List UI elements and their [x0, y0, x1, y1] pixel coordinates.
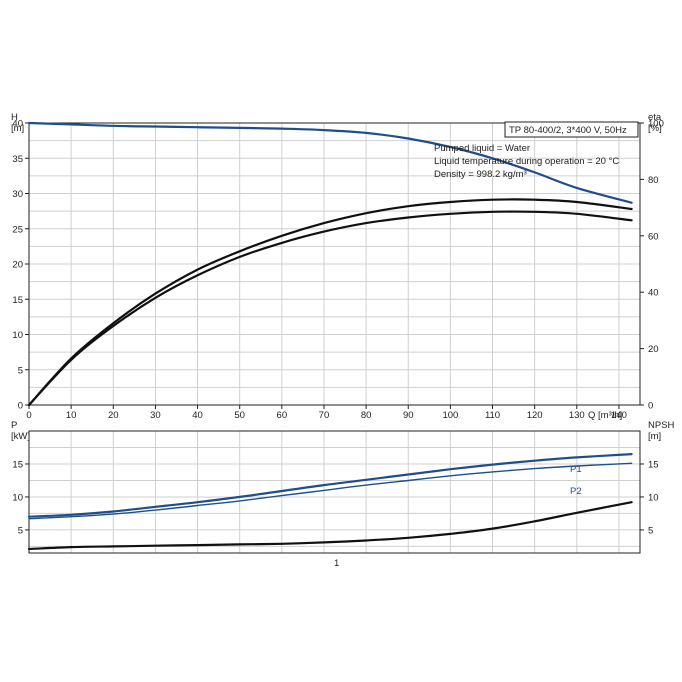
x-tick-label-5: 50 [234, 410, 245, 421]
x-tick-label-14: 140 [611, 410, 627, 421]
annotation-liquid: Pumped liquid = Water [434, 143, 530, 154]
y-left-tick-label-0-5: 25 [12, 224, 23, 235]
y-right-tick-label-0-0: 0 [648, 401, 653, 412]
y-right-title-0-0: eta [648, 112, 662, 123]
y-left-title-1-0: P [11, 420, 17, 431]
y-right-tick-label-0-5: 100 [648, 119, 664, 130]
y-right-title-0-1: [%] [648, 123, 662, 134]
x-tick-label-9: 90 [403, 410, 414, 421]
curve-1-2 [27, 501, 633, 551]
x-tick-label-10: 100 [442, 410, 458, 421]
x-tick-label-6: 60 [277, 410, 288, 421]
y-right-title-1-0: NPSH [648, 420, 675, 431]
x-tick-label-0: 0 [26, 410, 31, 421]
panel-frame-1 [28, 430, 641, 554]
y-left-title-0-1: [m] [11, 123, 24, 134]
x-tick-label-8: 80 [361, 410, 372, 421]
annotation-temperature: Liquid temperature during operation = 20… [434, 156, 619, 167]
x-tick-label-12: 120 [527, 410, 543, 421]
curve-1-0 [27, 453, 633, 518]
y-right-title-1-1: [m] [648, 431, 661, 442]
bottom-marker-label: 1 [334, 558, 339, 569]
y-left-tick-label-0-0: 0 [18, 401, 23, 412]
y-left-tick-label-0-7: 35 [12, 154, 23, 165]
y-right-tick-label-0-3: 60 [648, 231, 659, 242]
y-left-tick-label-1-0: 5 [18, 525, 23, 536]
y-right-tick-label-0-1: 20 [648, 344, 659, 355]
y-left-tick-label-0-6: 30 [12, 189, 23, 200]
x-tick-label-4: 40 [192, 410, 203, 421]
x-tick-label-13: 130 [569, 410, 585, 421]
title-box [504, 121, 639, 138]
curve-0-1 [27, 210, 633, 407]
x-tick-label-7: 70 [319, 410, 330, 421]
y-right-tick-label-0-2: 40 [648, 288, 659, 299]
y-left-title-1-1: [kW] [11, 431, 30, 442]
series-label-p1: P1 [570, 464, 582, 475]
x-tick-label-11: 110 [485, 410, 500, 421]
y-right-tick-label-1-0: 5 [648, 525, 653, 536]
curve-1-1 [28, 462, 633, 520]
x-tick-label-2: 20 [108, 410, 119, 421]
y-right-tick-label-1-1: 10 [648, 492, 659, 503]
x-axis-label: Q [m³/h] [588, 410, 622, 421]
y-left-tick-label-0-1: 5 [18, 365, 23, 376]
y-left-tick-label-0-2: 10 [12, 330, 23, 341]
y-left-tick-label-1-2: 15 [12, 459, 23, 470]
curve-0-0 [27, 121, 633, 204]
series-label-p2: P2 [570, 486, 582, 497]
chart-title: TP 80-400/2, 3*400 V, 50Hz [509, 125, 627, 136]
y-left-tick-label-0-4: 20 [12, 260, 23, 271]
x-tick-label-1: 10 [66, 410, 77, 421]
x-tick-label-3: 30 [150, 410, 161, 421]
y-left-tick-label-1-1: 10 [12, 492, 23, 503]
y-left-tick-label-0-8: 40 [12, 119, 23, 130]
annotation-density: Density = 998.2 kg/m³ [434, 169, 527, 180]
curve-0-2 [27, 198, 633, 407]
y-right-tick-label-0-4: 80 [648, 175, 659, 186]
y-right-tick-label-1-2: 15 [648, 459, 659, 470]
y-left-title-0-0: H [11, 112, 18, 123]
y-left-tick-label-0-3: 15 [12, 295, 23, 306]
